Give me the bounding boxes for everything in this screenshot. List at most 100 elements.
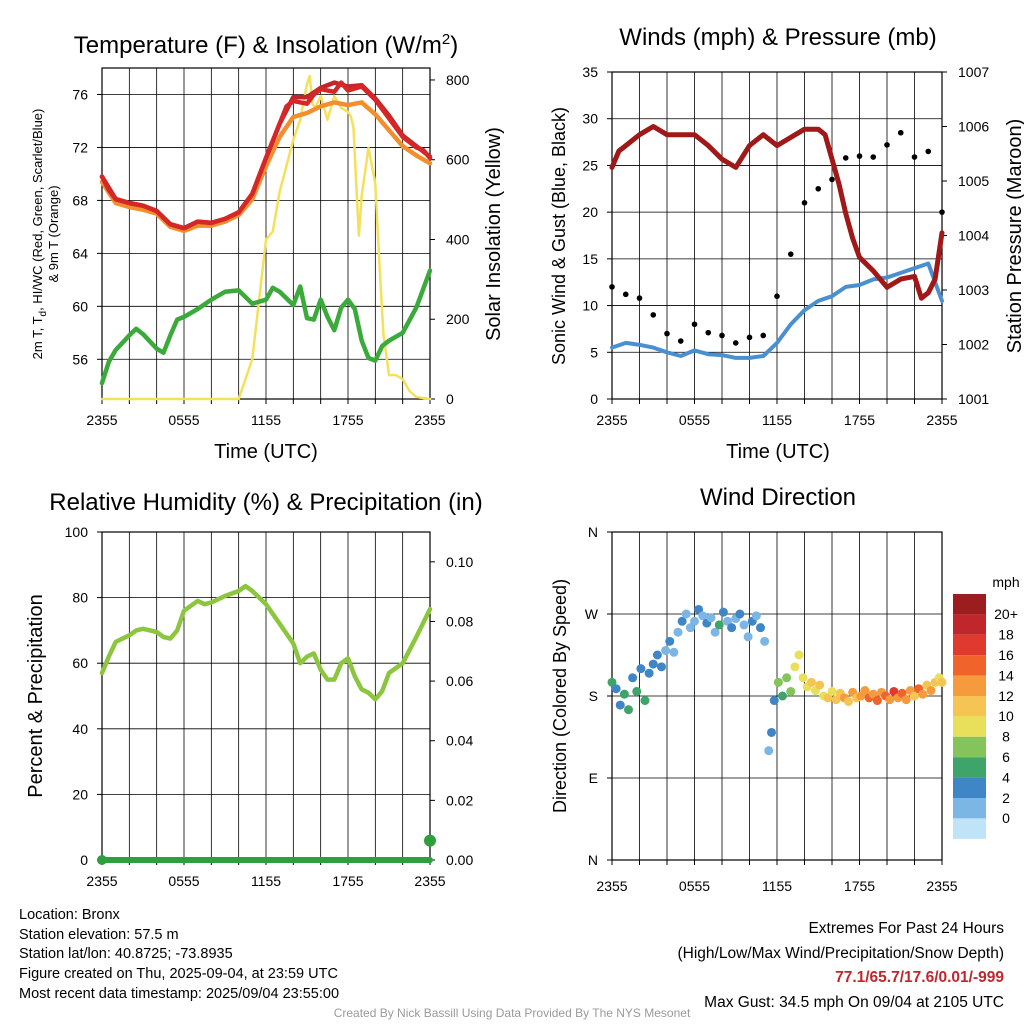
x-tick-label: 1755 (844, 412, 875, 428)
colorbar-label: 2 (1002, 790, 1010, 806)
x-tick-label: 1155 (251, 412, 281, 428)
gust-point (774, 293, 780, 300)
direction-point (710, 627, 720, 637)
gust-point (691, 321, 698, 328)
y2-tick-label: 0 (446, 391, 454, 407)
colorbar-swatch (953, 757, 986, 778)
humidity-panel: Relative Humidity (%) & Precipitation (i… (25, 489, 483, 889)
insolation-line (100, 74, 432, 401)
direction-point (860, 686, 870, 696)
y2-tick-label: 1004 (958, 228, 989, 244)
direction-point (714, 620, 724, 630)
y-tick-label: 35 (582, 64, 598, 80)
direction-point (624, 705, 633, 715)
direction-point (751, 611, 761, 621)
direction-point (665, 636, 675, 646)
direction-plot: 2355 0555 1155 1755 2355 N E S W N (585, 524, 958, 894)
direction-point (937, 677, 947, 687)
humidity-title: Relative Humidity (%) & Precipitation (i… (49, 489, 482, 516)
y2-tick-label: 1005 (958, 173, 989, 189)
extremes-description: (High/Low/Max Wind/Precipitation/Snow De… (677, 944, 1005, 962)
direction-tick-label: S (589, 688, 598, 704)
x-tick-label: 2355 (414, 873, 445, 889)
y-tick-label: 25 (582, 157, 598, 173)
gust-point (897, 129, 904, 136)
direction-point (844, 696, 853, 706)
direction-point (677, 616, 687, 626)
direction-point (872, 696, 882, 706)
x-tick-label: 1755 (332, 873, 363, 889)
direction-point (885, 695, 895, 705)
temperature-x-label: Time (UTC) (214, 441, 318, 463)
x-tick-label: 0555 (679, 878, 710, 894)
direction-point (897, 688, 907, 698)
direction-point (632, 686, 642, 696)
colorbar-swatch (953, 696, 986, 717)
gust-point (829, 176, 835, 183)
wind-plot: 2355 0555 1155 1755 2355 0 5 10 15 20 25 30 35 1001 10… (582, 64, 989, 428)
colorbar-label: 18 (998, 627, 1014, 643)
direction-point (773, 677, 783, 687)
y-tick-label: 20 (72, 786, 88, 802)
x-tick-label: 1155 (762, 878, 792, 894)
speed-colorbar: 20+ 18 16 14 12 10 8 6 4 2 0 (953, 594, 1018, 839)
y-tick-label: 56 (72, 351, 88, 367)
direction-point (644, 668, 654, 678)
humidity-y-label: Percent & Precipitation (25, 594, 47, 797)
direction-point (760, 636, 770, 646)
direction-point (681, 609, 691, 619)
colorbar-label: 10 (998, 708, 1014, 724)
gust-point (664, 330, 670, 337)
y-tick-label: 80 (72, 590, 88, 606)
y-tick-label: 15 (582, 251, 598, 267)
direction-point (815, 680, 825, 690)
gust-point (856, 153, 863, 159)
colorbar-swatch (953, 634, 986, 656)
gust-point (746, 334, 753, 341)
wind-panel: Winds (mph) & Pressure (mb) Sonic Wind &… (549, 24, 1024, 463)
gust-point (787, 251, 794, 257)
colorbar-label: 4 (1002, 769, 1010, 785)
direction-point (743, 632, 753, 642)
x-tick-label: 1755 (332, 412, 363, 428)
direction-tick-label: N (588, 852, 598, 868)
gust-point (677, 338, 684, 344)
direction-title: Wind Direction (700, 484, 856, 511)
temp-2m-line (99, 80, 433, 231)
colorbar-label: 8 (1002, 729, 1010, 745)
humidity-plot: 2355 0555 1155 1755 2355 0 20 40 60 80 100 0.00 0.02… (65, 524, 474, 889)
direction-point (735, 609, 745, 619)
x-tick-label: 1155 (762, 412, 792, 428)
x-tick-label: 2355 (86, 873, 117, 889)
direction-point (619, 689, 629, 699)
y-tick-label: 30 (582, 111, 598, 127)
gust-point (842, 155, 849, 161)
direction-point (661, 645, 671, 655)
gust-point (815, 185, 822, 192)
x-tick-label: 2355 (86, 412, 117, 428)
y-tick-label: 60 (72, 298, 88, 314)
direction-point (806, 677, 816, 687)
colorbar-swatch (953, 716, 986, 737)
station-info: Location: Bronx Station elevation: 57.5 … (19, 906, 339, 1005)
direction-point (690, 616, 699, 626)
direction-point (739, 620, 749, 630)
wind-title: Winds (mph) & Pressure (mb) (619, 24, 936, 51)
direction-point (727, 623, 737, 633)
direction-point (794, 650, 804, 660)
direction-panel: Wind Direction Direction (Colored By Spe… (550, 484, 1020, 894)
wind-y-label: Sonic Wind & Gust (Blue, Black) (549, 107, 569, 365)
max-gust-text: Max Gust: 34.5 mph On 09/04 at 2105 UTC (704, 993, 1004, 1011)
direction-point (685, 623, 695, 633)
rh-line (99, 583, 433, 702)
direction-point (782, 673, 792, 683)
y-tick-label: 0 (80, 852, 88, 868)
colorbar-title: mph (992, 574, 1019, 590)
direction-point (901, 695, 911, 705)
y2-tick-label: 0.00 (446, 852, 473, 868)
y-tick-label: 60 (72, 655, 88, 671)
gust-point (870, 154, 877, 160)
x-tick-label: 0555 (679, 412, 710, 428)
x-tick-label: 1755 (844, 878, 875, 894)
direction-y-label: Direction (Colored By Speed) (550, 579, 570, 813)
